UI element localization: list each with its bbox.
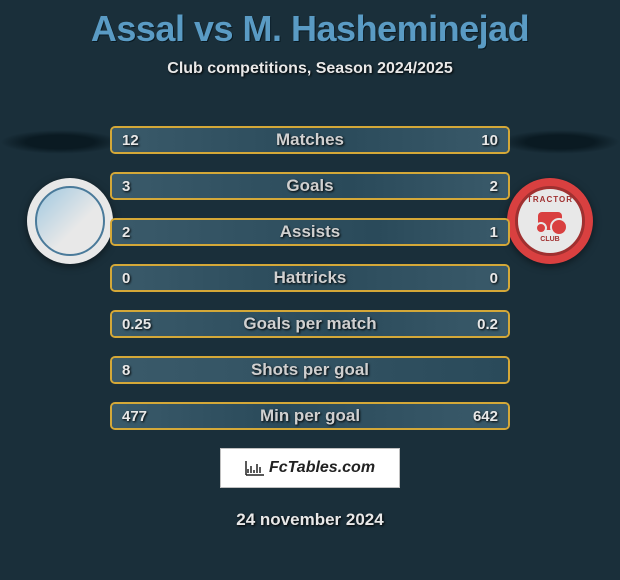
club-crest-left xyxy=(27,178,113,264)
crest-right-text-top: TRACTOR xyxy=(527,195,573,204)
tractor-icon xyxy=(538,212,562,230)
bar-fill-left xyxy=(112,128,328,152)
stat-value-left: 3 xyxy=(122,178,130,195)
bar-fill-left xyxy=(112,358,508,382)
bar-fill-right xyxy=(310,266,508,290)
crest-right-inner: TRACTOR CLUB xyxy=(515,186,585,256)
footer-date: 24 november 2024 xyxy=(0,510,620,530)
stat-row: 477642Min per goal xyxy=(110,402,510,430)
stat-value-left: 477 xyxy=(122,408,147,425)
stat-value-left: 0.25 xyxy=(122,316,151,333)
stat-row: 0.250.2Goals per match xyxy=(110,310,510,338)
title: Assal vs M. Hasheminejad xyxy=(0,8,620,50)
player1-name: Assal xyxy=(91,8,185,49)
bar-fill-right xyxy=(350,174,508,198)
stat-row: 8Shots per goal xyxy=(110,356,510,384)
stat-bars: 1210Matches32Goals21Assists00Hattricks0.… xyxy=(110,108,510,430)
stat-value-left: 12 xyxy=(122,132,139,149)
bar-fill-left xyxy=(112,174,350,198)
content-area: TRACTOR CLUB 1210Matches32Goals21Assists… xyxy=(0,108,620,530)
stat-value-right: 2 xyxy=(490,178,498,195)
shadow-right xyxy=(500,130,620,154)
comparison-infographic: Assal vs M. Hasheminejad Club competitio… xyxy=(0,0,620,580)
stat-value-right: 0 xyxy=(490,270,498,287)
subtitle: Club competitions, Season 2024/2025 xyxy=(0,60,620,78)
stat-value-right: 642 xyxy=(473,408,498,425)
stat-row: 32Goals xyxy=(110,172,510,200)
stat-value-right: 0.2 xyxy=(477,316,498,333)
shadow-left xyxy=(0,130,120,154)
player2-name: M. Hasheminejad xyxy=(243,8,530,49)
header: Assal vs M. Hasheminejad Club competitio… xyxy=(0,0,620,78)
stat-row: 00Hattricks xyxy=(110,264,510,292)
stat-value-left: 8 xyxy=(122,362,130,379)
chart-icon xyxy=(245,460,265,476)
footer-logo-text: FcTables.com xyxy=(269,459,375,477)
stat-row: 21Assists xyxy=(110,218,510,246)
vs-separator: vs xyxy=(194,8,233,49)
stat-value-right: 10 xyxy=(481,132,498,149)
bar-fill-left xyxy=(112,266,310,290)
bar-fill-right xyxy=(376,220,508,244)
crest-left-inner xyxy=(35,186,105,256)
stat-row: 1210Matches xyxy=(110,126,510,154)
bar-fill-left xyxy=(112,220,376,244)
stat-value-left: 0 xyxy=(122,270,130,287)
club-crest-right: TRACTOR CLUB xyxy=(507,178,593,264)
stat-value-right: 1 xyxy=(490,224,498,241)
stat-value-left: 2 xyxy=(122,224,130,241)
crest-right-text-bottom: CLUB xyxy=(540,236,559,243)
footer-logo: FcTables.com xyxy=(220,448,400,488)
